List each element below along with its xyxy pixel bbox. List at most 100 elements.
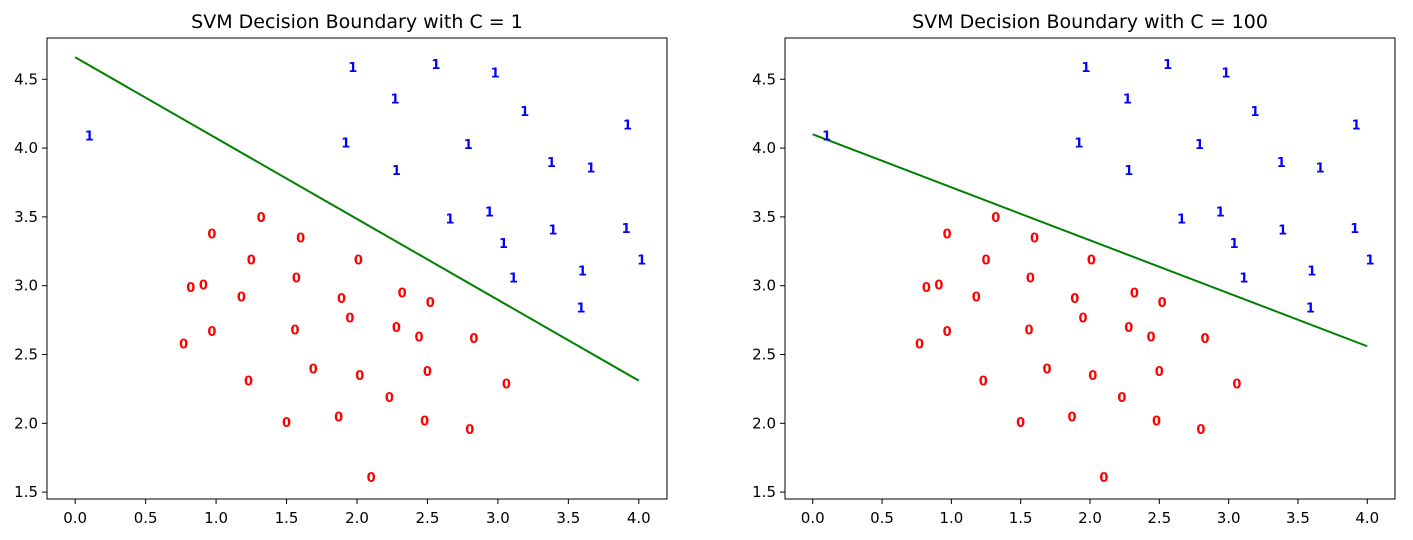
point-class-0: 0: [292, 271, 301, 286]
y-tick-label: 4.0: [752, 139, 776, 157]
point-class-1: 1: [1195, 138, 1204, 153]
point-class-1: 1: [1216, 205, 1225, 220]
point-class-0: 0: [1042, 362, 1051, 377]
x-tick-label: 1.5: [275, 509, 299, 527]
point-class-0: 0: [199, 278, 208, 293]
point-class-1: 1: [1230, 237, 1239, 252]
point-class-1: 1: [623, 119, 632, 134]
chart-title: SVM Decision Boundary with C = 100: [912, 11, 1268, 33]
point-class-0: 0: [420, 415, 429, 430]
x-tick-label: 1.0: [939, 509, 963, 527]
svm-plot-c1: SVM Decision Boundary with C = 1 0.0 0.5 1.…: [14, 11, 668, 527]
point-class-1: 1: [520, 105, 529, 120]
y-tick-label: 1.5: [14, 483, 38, 501]
point-class-0: 0: [1070, 292, 1079, 307]
point-class-0: 0: [309, 362, 318, 377]
point-class-0: 0: [345, 311, 354, 326]
y-tick-label: 2.5: [752, 346, 776, 364]
point-class-0: 0: [398, 287, 407, 302]
point-class-1: 1: [548, 223, 557, 238]
point-class-0: 0: [1079, 311, 1088, 326]
point-class-0: 0: [296, 232, 305, 247]
point-class-0: 0: [943, 227, 952, 242]
x-tick-label: 1.0: [204, 509, 228, 527]
point-class-0: 0: [247, 254, 256, 269]
point-class-1: 1: [622, 222, 631, 237]
point-class-0: 0: [991, 211, 1000, 226]
point-class-1: 1: [578, 265, 587, 280]
y-tick-label: 4.5: [752, 70, 776, 88]
point-class-0: 0: [1099, 471, 1108, 486]
point-class-0: 0: [465, 423, 474, 438]
point-class-0: 0: [922, 281, 931, 296]
x-tick-label: 1.5: [1009, 509, 1033, 527]
point-class-0: 0: [1024, 324, 1033, 339]
point-class-0: 0: [423, 365, 432, 380]
point-class-0: 0: [392, 321, 401, 336]
point-class-0: 0: [334, 410, 343, 425]
point-class-1: 1: [485, 205, 494, 220]
point-class-0: 0: [1117, 391, 1126, 406]
point-class-0: 0: [981, 254, 990, 269]
point-class-0: 0: [1088, 369, 1097, 384]
point-class-1: 1: [1316, 161, 1325, 176]
decision-boundary-line: [74, 56, 640, 382]
y-tick-label: 4.0: [14, 139, 38, 157]
point-class-0: 0: [179, 337, 188, 352]
point-class-1: 1: [1306, 302, 1315, 317]
point-class-0: 0: [186, 281, 195, 296]
x-tick-label: 0.0: [801, 509, 825, 527]
x-tick-label: 2.0: [345, 509, 369, 527]
x-tick-label: 3.5: [1286, 509, 1310, 527]
point-class-0: 0: [337, 292, 346, 307]
x-tick-label: 3.5: [556, 509, 580, 527]
x-tick-label: 3.0: [1217, 509, 1241, 527]
point-class-0: 0: [207, 227, 216, 242]
point-class-1: 1: [464, 138, 473, 153]
point-class-1: 1: [1163, 58, 1172, 73]
point-class-0: 0: [943, 325, 952, 340]
point-class-1: 1: [1081, 61, 1090, 76]
point-class-1: 1: [1239, 271, 1248, 286]
point-class-1: 1: [1074, 137, 1083, 152]
point-class-1: 1: [1221, 66, 1230, 81]
point-class-0: 0: [414, 331, 423, 346]
y-tick-label: 3.5: [752, 208, 776, 226]
point-class-0: 0: [282, 416, 291, 431]
x-tick-label: 0.5: [134, 509, 158, 527]
point-class-0: 0: [1232, 377, 1241, 392]
point-class-0: 0: [979, 375, 988, 390]
point-class-0: 0: [1155, 365, 1164, 380]
y-tick-label: 1.5: [752, 483, 776, 501]
svm-plot-c100: SVM Decision Boundary with C = 100 0.0 0.5…: [752, 11, 1396, 527]
point-class-1: 1: [431, 58, 440, 73]
point-class-0: 0: [1016, 416, 1025, 431]
point-class-0: 0: [1124, 321, 1133, 336]
x-tick-label: 4.0: [627, 509, 651, 527]
point-class-0: 0: [355, 369, 364, 384]
point-class-1: 1: [637, 254, 646, 269]
point-class-1: 1: [1177, 212, 1186, 227]
y-tick-label: 3.5: [14, 208, 38, 226]
point-class-0: 0: [207, 325, 216, 340]
point-class-0: 0: [1201, 332, 1210, 347]
x-tick-label: 2.0: [1078, 509, 1102, 527]
point-class-0: 0: [257, 211, 266, 226]
point-class-1: 1: [341, 137, 350, 152]
point-class-0: 0: [972, 291, 981, 306]
point-class-0: 0: [469, 332, 478, 347]
x-tick-label: 4.0: [1355, 509, 1379, 527]
point-class-0: 0: [1158, 296, 1167, 311]
y-tick-label: 4.5: [14, 70, 38, 88]
point-class-1: 1: [509, 271, 518, 286]
point-class-0: 0: [1026, 271, 1035, 286]
point-class-0: 0: [426, 296, 435, 311]
x-tick-label: 0.0: [63, 509, 87, 527]
point-class-0: 0: [1196, 423, 1205, 438]
point-class-1: 1: [85, 130, 94, 145]
point-class-1: 1: [1352, 119, 1361, 134]
point-class-1: 1: [822, 130, 831, 145]
point-class-1: 1: [391, 93, 400, 108]
